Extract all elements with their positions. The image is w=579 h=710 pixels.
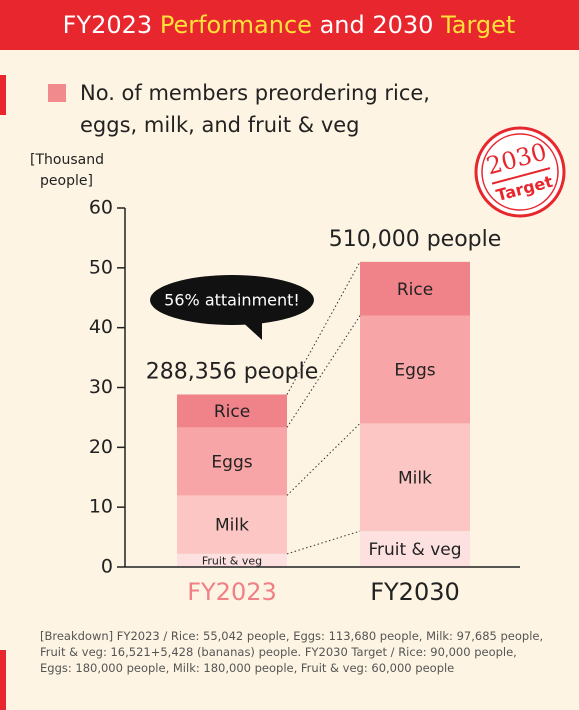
footnote: [Breakdown] FY2023 / Rice: 55,042 people… — [40, 629, 544, 675]
total-label: 510,000 people — [329, 227, 502, 252]
legend-text: No. of members preordering rice, — [80, 81, 430, 105]
bar-segment — [360, 423, 470, 532]
stamp: 2030 Target — [474, 126, 566, 218]
segment-label: Eggs — [211, 452, 252, 472]
segment-label: Eggs — [394, 361, 435, 381]
connector — [286, 261, 361, 395]
bar-segment — [177, 495, 287, 554]
segment-label: Fruit & veg — [202, 554, 262, 567]
bar-segment — [177, 427, 287, 496]
y-tick-label: 60 — [89, 197, 113, 219]
connector — [286, 530, 361, 555]
x-tick-label: FY2030 — [370, 578, 460, 606]
side-stripe — [0, 75, 6, 115]
y-tick-label: 50 — [89, 256, 113, 278]
y-tick-label: 10 — [89, 496, 113, 518]
chart-title: FY2023 Performance and 2030 Target — [63, 11, 516, 39]
legend-text: eggs, milk, and fruit & veg — [80, 113, 360, 137]
legend-swatch — [48, 84, 66, 102]
segment-label: Milk — [398, 468, 432, 488]
bar-segment — [177, 553, 287, 567]
y-axis-label: people] — [40, 173, 93, 189]
x-tick-label: FY2023 — [187, 578, 277, 606]
side-stripe — [0, 650, 6, 710]
header-band — [0, 0, 579, 50]
bar-segment — [177, 394, 287, 428]
segment-label: Rice — [397, 280, 433, 300]
total-label: 288,356 people — [146, 359, 319, 384]
badge — [150, 275, 314, 325]
bar-segment — [360, 315, 470, 424]
bar-segment — [360, 531, 470, 567]
segment-label: Milk — [215, 516, 249, 536]
y-tick-label: 30 — [89, 376, 113, 398]
stamp-ring — [474, 126, 566, 218]
segment-label: Rice — [214, 402, 250, 422]
badge-text: 56% attainment! — [164, 291, 300, 310]
stamp-rule — [491, 167, 551, 185]
y-tick-label: 40 — [89, 316, 113, 338]
segment-label: Fruit & veg — [368, 540, 461, 560]
stamp-ring — [481, 133, 559, 211]
y-tick-label: 20 — [89, 436, 113, 458]
y-axis-label: [Thousand — [30, 152, 104, 168]
y-tick-label: 0 — [101, 556, 113, 578]
connector — [286, 423, 361, 496]
bar-segment — [360, 261, 470, 316]
